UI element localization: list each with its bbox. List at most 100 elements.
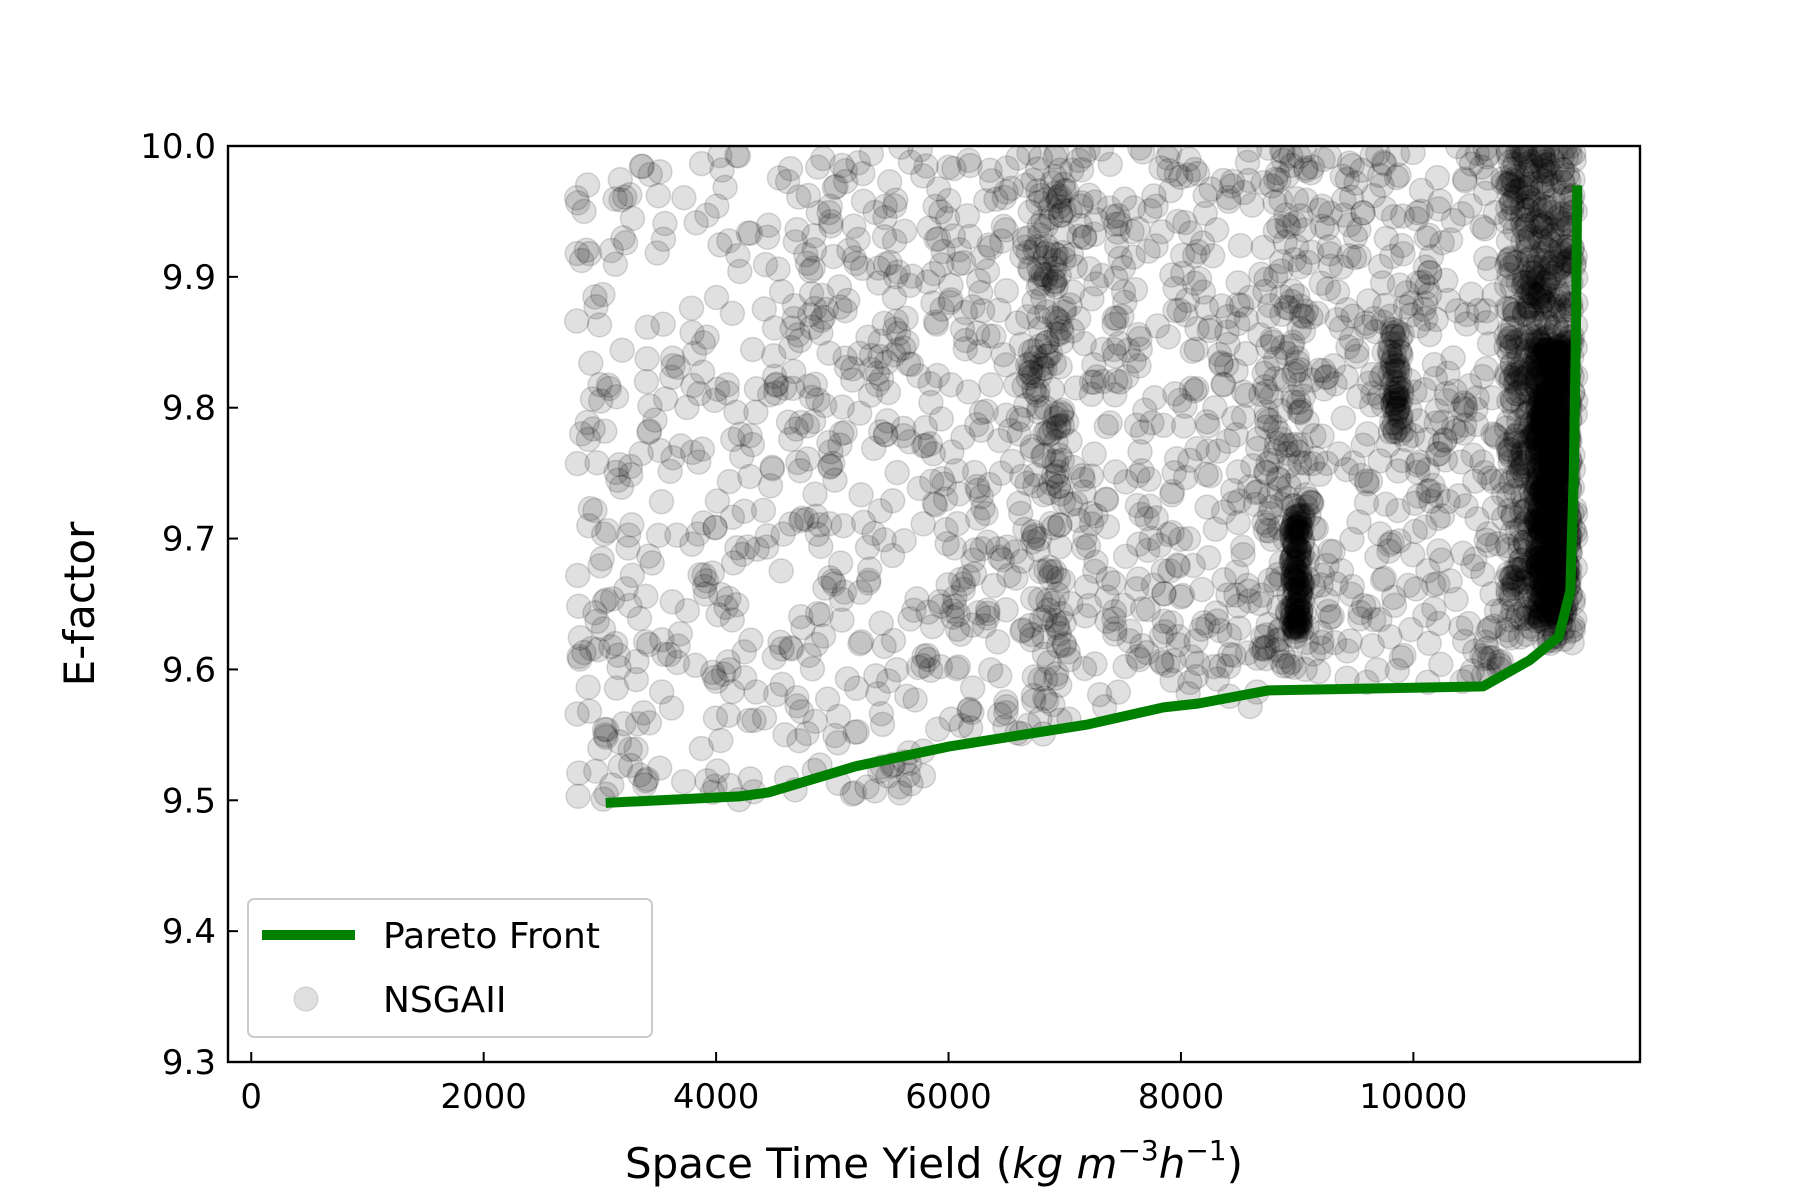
nsgaii-point xyxy=(960,547,986,574)
nsgaii-point xyxy=(576,240,603,267)
nsgaii-point xyxy=(658,695,685,721)
nsgaii-point xyxy=(1167,526,1194,552)
nsgaii-point xyxy=(1329,163,1356,190)
nsgaii-point xyxy=(1034,329,1060,356)
nsgaii-point xyxy=(689,359,716,385)
nsgaii-point xyxy=(1039,170,1066,196)
nsgaii-point xyxy=(1380,584,1407,611)
nsgaii-point xyxy=(1031,624,1057,650)
nsgaii-point xyxy=(1189,576,1215,603)
nsgaii-point xyxy=(637,393,663,419)
nsgaii-point xyxy=(1110,279,1137,305)
nsgaii-point xyxy=(719,504,746,531)
nsgaii-point xyxy=(798,280,825,307)
nsgaii-point xyxy=(617,752,644,779)
nsgaii-point xyxy=(924,716,951,742)
nsgaii-point xyxy=(905,363,932,389)
nsgaii-point xyxy=(1022,461,1049,488)
nsgaii-point xyxy=(1182,377,1208,404)
nsgaii-point xyxy=(1129,419,1156,445)
nsgaii-point xyxy=(716,228,742,254)
nsgaii-point xyxy=(993,597,1019,623)
nsgaii-point xyxy=(1223,422,1249,448)
nsgaii-point xyxy=(1112,653,1138,680)
nsgaii-point xyxy=(867,328,893,355)
nsgaii-point xyxy=(735,220,762,246)
nsgaii-point xyxy=(587,388,614,414)
nsgaii-point xyxy=(818,438,844,465)
nsgaii-point xyxy=(818,208,844,235)
nsgaii-point xyxy=(1050,567,1076,594)
nsgaii-point xyxy=(964,473,990,500)
nsgaii-point xyxy=(1051,178,1078,204)
nsgaii-point xyxy=(857,382,884,408)
nsgaii-point xyxy=(832,168,859,195)
nsgaii-point xyxy=(809,282,835,309)
nsgaii-point xyxy=(1025,536,1051,563)
nsgaii-point xyxy=(1048,399,1075,426)
nsgaii-point xyxy=(1234,572,1261,599)
nsgaii-point xyxy=(1195,438,1221,464)
nsgaii-point xyxy=(1077,500,1104,527)
nsgaii-point xyxy=(945,251,972,277)
nsgaii-point xyxy=(1404,452,1431,478)
nsgaii-point xyxy=(1126,646,1153,673)
nsgaii-point xyxy=(808,533,834,560)
nsgaii-point xyxy=(599,772,625,798)
nsgaii-point xyxy=(1378,243,1405,270)
nsgaii-point xyxy=(1016,146,1042,166)
nsgaii-point xyxy=(636,710,663,736)
nsgaii-point xyxy=(1031,481,1057,508)
nsgaii-point xyxy=(1032,265,1059,292)
nsgaii-point xyxy=(1210,499,1237,525)
nsgaii-point xyxy=(571,639,597,666)
nsgaii-point xyxy=(1429,503,1456,529)
nsgaii-point xyxy=(1152,618,1178,645)
nsgaii-point xyxy=(952,336,979,362)
nsgaii-point xyxy=(885,337,912,363)
nsgaii-point xyxy=(1344,338,1370,364)
nsgaii-point xyxy=(934,205,961,232)
nsgaii-point xyxy=(1075,146,1101,163)
nsgaii-point xyxy=(942,584,968,611)
nsgaii-point xyxy=(1033,688,1060,714)
nsgaii-point xyxy=(962,537,988,563)
nsgaii-point xyxy=(1038,559,1065,585)
nsgaii-point xyxy=(894,683,920,709)
nsgaii-point xyxy=(817,564,843,591)
nsgaii-point xyxy=(1369,270,1396,296)
nsgaii-point xyxy=(592,418,618,444)
nsgaii-point xyxy=(1100,204,1126,230)
nsgaii-point xyxy=(850,509,877,536)
nsgaii-point xyxy=(683,210,709,236)
nsgaii-point xyxy=(969,297,996,324)
nsgaii-point xyxy=(964,320,991,346)
nsgaii-point xyxy=(1038,420,1064,446)
nsgaii-point xyxy=(633,768,659,794)
nsgaii-point xyxy=(1025,274,1052,301)
nsgaii-point xyxy=(1178,644,1205,670)
nsgaii-point xyxy=(841,245,867,271)
nsgaii-point xyxy=(1278,649,1304,675)
nsgaii-point xyxy=(808,320,834,346)
nsgaii-point xyxy=(937,289,963,316)
nsgaii-point xyxy=(1028,607,1055,633)
nsgaii-point xyxy=(875,668,902,694)
nsgaii-point xyxy=(858,356,885,383)
nsgaii-point xyxy=(916,215,942,241)
nsgaii-point xyxy=(917,657,944,683)
nsgaii-point xyxy=(944,510,971,537)
nsgaii-point xyxy=(743,376,770,402)
nsgaii-point xyxy=(762,681,789,708)
nsgaii-point xyxy=(1047,157,1074,184)
nsgaii-point xyxy=(1022,522,1048,549)
nsgaii-point xyxy=(1069,462,1096,489)
nsgaii-point xyxy=(1039,376,1066,403)
nsgaii-point xyxy=(1034,419,1060,446)
nsgaii-point xyxy=(778,636,805,662)
nsgaii-point xyxy=(731,665,758,691)
nsgaii-point xyxy=(1170,413,1197,439)
nsgaii-point xyxy=(1380,414,1406,441)
nsgaii-point xyxy=(724,146,750,169)
nsgaii-point xyxy=(1066,223,1092,250)
